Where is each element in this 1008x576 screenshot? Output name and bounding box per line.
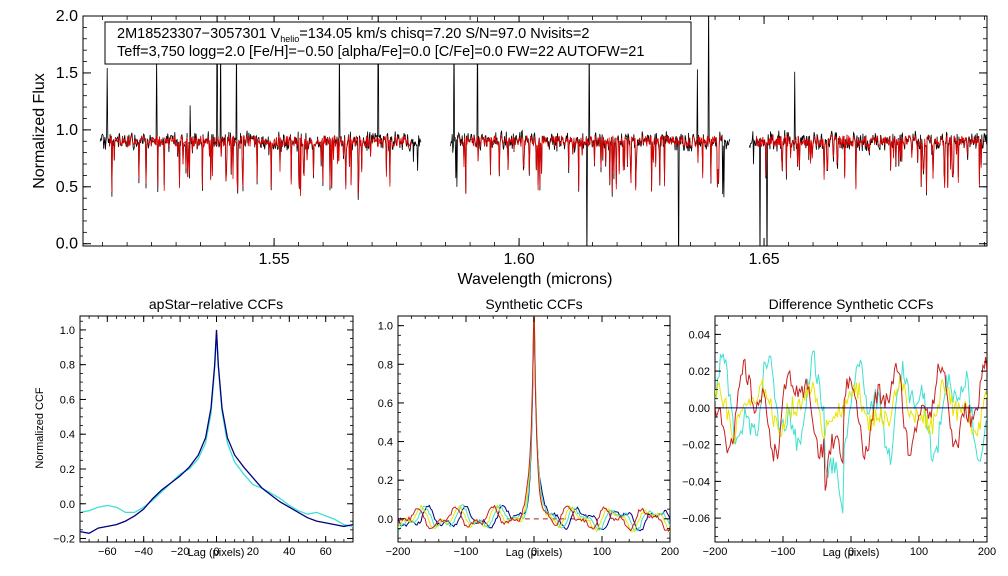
- annotation-line1: 2M18523307−3057301 Vhelio=134.05 km/s ch…: [117, 26, 589, 44]
- annotation-line2: Teff=3,750 logg=2.0 [Fe/H]=−0.50 [alpha/…: [117, 44, 644, 60]
- difference-ccf-line: [715, 356, 987, 491]
- x-tick-label: 60: [320, 546, 332, 558]
- spectrum-model-line: [109, 134, 413, 197]
- spectrum-panel: 0.0 0.5 1.0 1.5 2.0 1.55 1.60 1.65 Wavelength …: [31, 8, 988, 288]
- difference-ccf-line: [715, 374, 987, 445]
- spectrum-model-line: [458, 134, 722, 194]
- x-tick-label: −100: [454, 546, 479, 558]
- synthetic-xlabel: Lag (pixels): [506, 547, 563, 559]
- y-tick-label: 0.4: [60, 429, 75, 441]
- y-tick-label: −0.2: [53, 534, 75, 546]
- synthetic-ccf-line: [398, 316, 670, 532]
- apstar-ylabel: Normalized CCF: [34, 387, 46, 469]
- y-tick-label: 0.00: [689, 403, 710, 415]
- y-tick-label: 1.5: [56, 65, 78, 82]
- spectrum-ylabel: Normalized Flux: [31, 73, 48, 189]
- y-tick-label: −0.02: [682, 440, 710, 452]
- x-tick-label: −100: [771, 546, 796, 558]
- y-tick-label: 0.5: [56, 179, 78, 196]
- x-tick-label: 1.60: [504, 251, 535, 268]
- x-tick-label: 0: [848, 546, 854, 558]
- y-tick-label: 1.0: [378, 321, 393, 333]
- y-tick-label: 0.6: [60, 394, 75, 406]
- apstar-ccf-line: [80, 329, 353, 534]
- synthetic-ccf-panel: 0.0 0.2 0.4 0.6 0.8 1.0 −200 −100 0 100 200 Synth…: [378, 296, 679, 559]
- apstar-xlabel: Lag (pixels): [188, 547, 245, 559]
- spectrum-axes-frame: [82, 15, 988, 247]
- x-tick-label: 20: [247, 546, 259, 558]
- y-tick-label: −0.06: [682, 513, 710, 525]
- star-id: 2M18523307−3057301: [117, 26, 267, 42]
- difference-ccf-panel: −0.06 −0.04 −0.02 0.00 0.02 0.04 −200 −100 0 100…: [682, 296, 996, 559]
- apstar-ccf-panel: −0.20.00.20.40.60.81.0 −60 −40 −20 0 20 40 60 …: [34, 296, 354, 559]
- y-tick-label: 2.0: [56, 8, 78, 25]
- x-tick-label: −200: [386, 546, 411, 558]
- vhelio-subscript: helio: [280, 34, 299, 44]
- x-tick-label: 1.55: [259, 251, 290, 268]
- y-tick-label: 0.4: [378, 437, 393, 449]
- y-tick-label: 0.0: [60, 499, 75, 511]
- y-tick-label: 0.8: [60, 360, 75, 372]
- y-tick-label: 0.8: [378, 359, 393, 371]
- x-tick-label: 1.65: [748, 251, 779, 268]
- y-tick-label: 0.6: [378, 398, 393, 410]
- y-tick-label: 1.0: [60, 325, 75, 337]
- apstar-title: apStar−relative CCFs: [149, 296, 283, 312]
- x-tick-label: 0: [531, 546, 537, 558]
- x-tick-label: −20: [171, 546, 190, 558]
- spectrum-model-line: [756, 134, 983, 193]
- synthetic-title: Synthetic CCFs: [485, 296, 582, 312]
- x-tick-label: −60: [98, 546, 117, 558]
- difference-xlabel: Lag (pixels): [823, 547, 880, 559]
- x-tick-label: 100: [910, 546, 928, 558]
- x-tick-label: 200: [978, 546, 996, 558]
- x-tick-label: 40: [283, 546, 295, 558]
- y-tick-label: 0.02: [689, 366, 710, 378]
- x-tick-label: 100: [593, 546, 611, 558]
- y-tick-label: 0.0: [378, 514, 393, 526]
- y-tick-label: 0.2: [378, 475, 393, 487]
- y-tick-label: −0.04: [682, 476, 710, 488]
- y-tick-label: 0.0: [56, 236, 78, 253]
- spectrum-xlabel: Wavelength (microns): [457, 271, 612, 288]
- annotation-stats: =134.05 km/s chisq=7.20 S/N=97.0 Nvisits…: [299, 26, 589, 42]
- synthetic-ccf-line: [398, 316, 670, 533]
- annotation-box: [104, 21, 692, 65]
- difference-title: Difference Synthetic CCFs: [769, 296, 934, 312]
- vhelio-symbol: V: [271, 26, 281, 42]
- x-tick-label: −40: [134, 546, 153, 558]
- y-tick-label: 0.2: [60, 464, 75, 476]
- spectrum-observed-line: [99, 16, 422, 200]
- x-tick-label: 200: [661, 546, 679, 558]
- y-tick-label: 0.04: [689, 329, 710, 341]
- y-tick-label: 1.0: [56, 122, 78, 139]
- x-tick-label: 0: [213, 546, 219, 558]
- x-tick-label: −200: [703, 546, 728, 558]
